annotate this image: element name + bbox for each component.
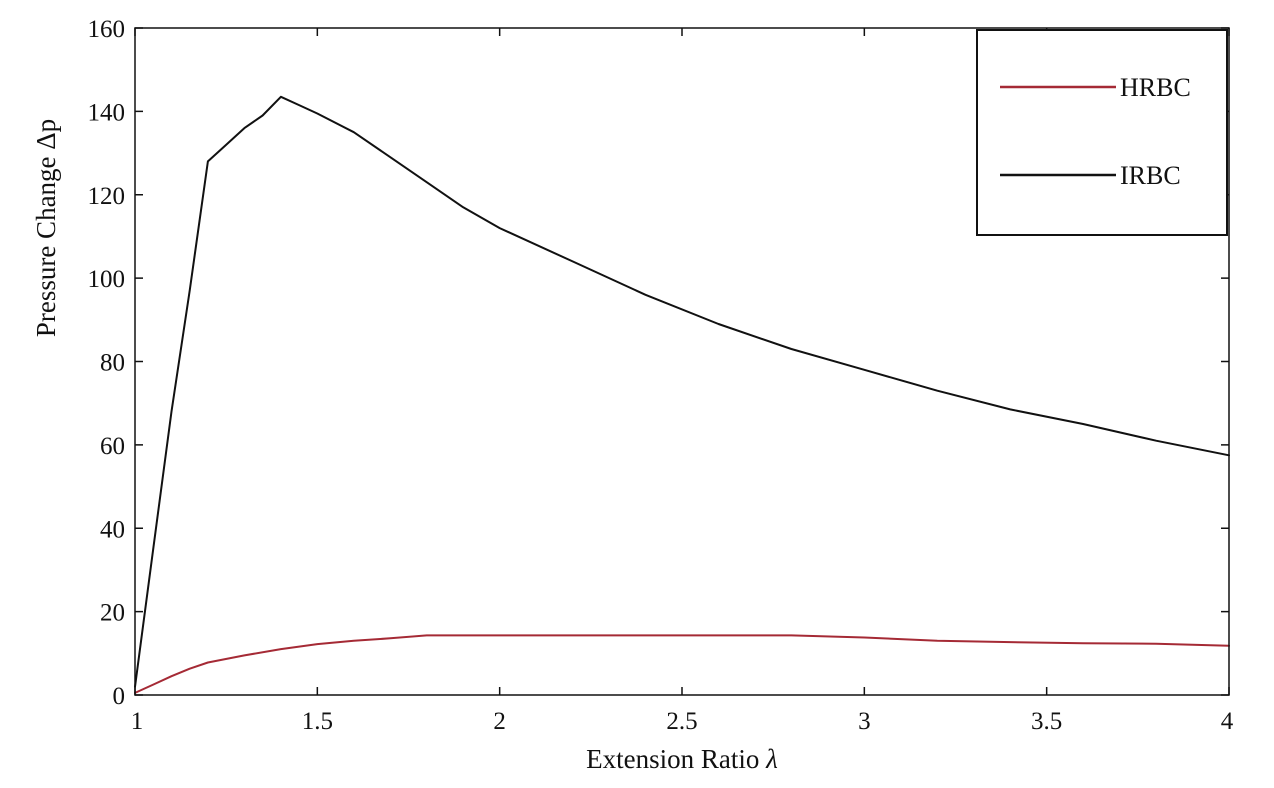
- y-tick-label: 40: [100, 516, 125, 543]
- series-layer: [134, 95, 1230, 694]
- x-tick-label: 4: [1221, 708, 1234, 735]
- legend-box: [976, 29, 1228, 236]
- series-line-hrbc: [134, 634, 1230, 694]
- labels-layer: Extension Ratio λ Pressure Change Δp: [31, 119, 778, 774]
- x-tick-label: 1.5: [302, 708, 333, 735]
- x-axis-label: Extension Ratio λ: [586, 744, 778, 774]
- x-tick-label: 3: [858, 708, 871, 735]
- legend: HRBC IRBC: [976, 29, 1228, 236]
- x-axis-label-symbol: λ: [765, 744, 778, 774]
- x-axis-label-text: Extension Ratio: [586, 744, 766, 774]
- x-tick-label: 1: [131, 708, 144, 735]
- y-axis-label: Pressure Change Δp: [31, 119, 61, 337]
- y-axis-label-symbol: Δp: [31, 119, 61, 150]
- y-tick-label: 100: [88, 266, 126, 293]
- legend-label-irbc: IRBC: [1120, 161, 1181, 190]
- y-tick-label: 160: [88, 16, 126, 43]
- legend-label-hrbc: HRBC: [1120, 73, 1191, 102]
- y-tick-label: 0: [113, 683, 126, 710]
- x-tick-label: 2: [493, 708, 506, 735]
- y-axis-label-text: Pressure Change: [31, 150, 61, 337]
- y-tick-label: 140: [88, 99, 126, 126]
- x-tick-label: 2.5: [666, 708, 697, 735]
- series-line-irbc: [134, 95, 1230, 688]
- x-tick-label: 3.5: [1031, 708, 1062, 735]
- y-tick-label: 80: [100, 350, 125, 377]
- y-tick-label: 60: [100, 433, 125, 460]
- y-tick-label: 20: [100, 600, 125, 627]
- y-tick-label: 120: [88, 183, 126, 210]
